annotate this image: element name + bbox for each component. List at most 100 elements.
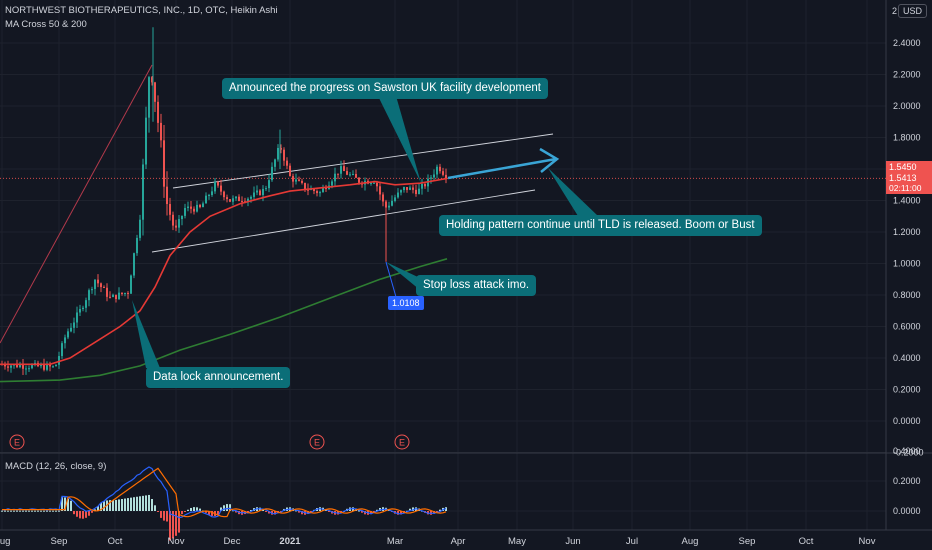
candle-body — [430, 177, 432, 179]
price-tick: 0.6000 — [893, 322, 921, 332]
channel-lower — [151, 189, 536, 253]
macd-histogram-bar — [235, 511, 237, 513]
candle-body — [301, 180, 303, 183]
earnings-icon[interactable] — [9, 434, 25, 450]
candle-body — [415, 189, 417, 194]
macd-histogram-bar — [154, 505, 156, 511]
time-tick: Aug — [0, 536, 10, 547]
candle-body — [121, 292, 123, 294]
macd-histogram-bar — [310, 511, 312, 513]
macd-histogram-bar — [184, 511, 186, 512]
candle-body — [172, 214, 174, 226]
candle-body — [379, 186, 381, 195]
macd-histogram-bar — [187, 509, 189, 511]
candle-body — [412, 187, 414, 190]
macd-histogram-bar — [58, 510, 60, 512]
candle-body — [169, 204, 171, 215]
macd-histogram-bar — [274, 511, 276, 515]
time-tick: Aug — [682, 536, 699, 547]
countdown-label: 02:11:00 — [886, 182, 932, 194]
candle-body — [127, 292, 129, 294]
macd-histogram-bar — [94, 509, 96, 511]
candle-body — [46, 364, 48, 370]
candle-body — [256, 190, 258, 193]
time-tick: Dec — [224, 536, 241, 547]
indicator-label[interactable]: MA Cross 50 & 200 — [5, 19, 87, 30]
macd-histogram-bar — [223, 505, 225, 511]
candle-body — [394, 197, 396, 201]
candle-body — [355, 174, 357, 178]
macd-histogram-bar — [166, 511, 168, 522]
macd-histogram-bar — [397, 511, 399, 515]
macd-histogram-bar — [130, 497, 132, 511]
annotation-stoploss[interactable]: Stop loss attack imo. — [416, 275, 537, 296]
currency-button[interactable]: USD — [898, 4, 928, 18]
candle-body — [217, 181, 219, 186]
macd-histogram-bar — [112, 500, 114, 511]
macd-histogram-bar — [28, 510, 30, 512]
candle-body — [391, 200, 393, 206]
macd-histogram-bar — [145, 495, 147, 511]
price-tick: 1.4000 — [893, 196, 921, 206]
time-axis[interactable]: Aug Sep Oct Nov Dec 2021 Mar Apr May Jun Jul Aug Sep… — [0, 536, 876, 547]
earnings-icon[interactable] — [309, 434, 325, 450]
ma200-line — [0, 258, 448, 383]
annotation-sawston[interactable]: Announced the progress on Sawston UK fac… — [222, 78, 548, 99]
candle-body — [133, 253, 135, 276]
macd-histogram-bar — [352, 507, 354, 511]
price-tick: 2.4000 — [893, 38, 921, 48]
earnings-label: E — [14, 438, 20, 448]
candle-body — [49, 364, 51, 367]
macd-histogram-bar — [226, 504, 228, 511]
macd-histogram-bar — [22, 510, 24, 512]
macd-histogram-bar — [439, 509, 441, 511]
stoploss-pointer — [386, 262, 420, 290]
candle-body — [145, 117, 147, 165]
macd-histogram-bar — [205, 511, 207, 513]
price-tick: 0.4000 — [893, 353, 921, 363]
macd-histogram-bar — [76, 511, 78, 517]
macd-histogram-bar — [31, 510, 33, 512]
candle-body — [25, 368, 27, 370]
close-price-label: 1.5413 — [886, 172, 932, 184]
earnings-icon[interactable] — [394, 434, 410, 450]
macd-histogram-bar — [4, 510, 6, 512]
candle-body — [184, 207, 186, 216]
candle-body — [211, 191, 213, 195]
annotation-datalock[interactable]: Data lock announcement. — [146, 367, 291, 388]
price-tick: 1.0000 — [893, 259, 921, 269]
candle-body — [55, 364, 57, 367]
price-scale[interactable]: 22.40002.20002.00001.80001.60001.40001.2… — [892, 6, 924, 516]
macd-title[interactable]: MACD (12, 26, close, 9) — [5, 461, 107, 472]
candle-body — [85, 300, 87, 308]
candle-body — [103, 287, 105, 289]
macd-histogram-bar — [118, 499, 120, 511]
candle-body — [190, 206, 192, 209]
macd-histogram-bar — [91, 511, 93, 513]
candle-body — [325, 187, 327, 190]
macd-histogram-bar — [358, 510, 360, 512]
projection-arrowhead — [539, 147, 560, 173]
candle-body — [277, 147, 279, 160]
symbol-title[interactable]: NORTHWEST BIOTHERAPEUTICS, INC., 1D, OTC… — [5, 5, 278, 16]
macd-histogram-bar — [172, 511, 174, 539]
macd-histogram-bar — [208, 511, 210, 515]
time-tick: Oct — [799, 536, 814, 547]
candle-body — [433, 174, 435, 178]
last-price-label: 1.5450 — [886, 161, 932, 173]
candle-body — [208, 194, 210, 196]
time-tick: 2021 — [279, 536, 301, 547]
macd-histogram-bar — [169, 511, 171, 541]
candle-body — [181, 215, 183, 220]
macd-histogram-bar — [370, 511, 372, 514]
macd-histogram-bar — [142, 495, 144, 511]
candle-body — [388, 205, 390, 208]
macd-histogram-bar — [265, 511, 267, 512]
candle-body — [130, 275, 132, 294]
candle-body — [322, 187, 324, 193]
macd-histogram-bar — [61, 497, 63, 511]
macd-histogram-bar — [37, 510, 39, 512]
candle-body — [298, 179, 300, 181]
annotation-holding[interactable]: Holding pattern continue until TLD is re… — [439, 215, 762, 236]
